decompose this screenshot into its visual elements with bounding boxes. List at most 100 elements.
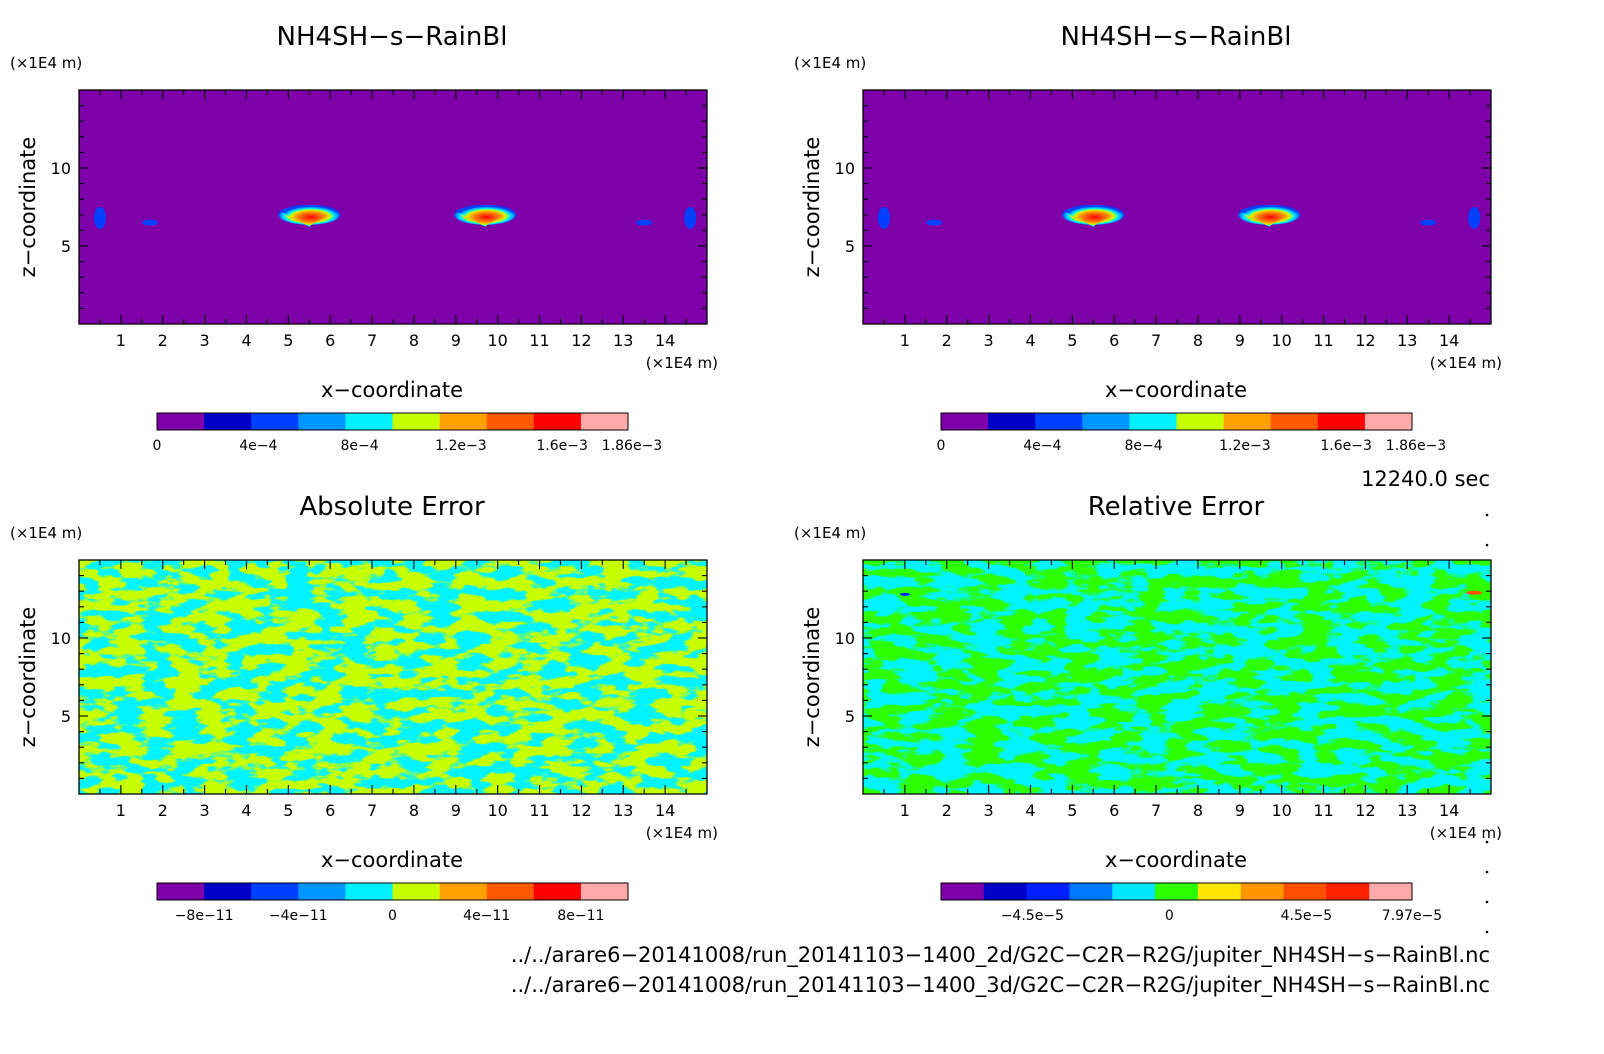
x-axis-label: x−coordinate [321,378,463,402]
colorbar-swatch [941,413,989,430]
y-axis-label: z−coordinate [16,137,40,278]
x-tick-label: 10 [487,331,507,350]
y-tick-label: 10 [835,159,855,178]
colorbar-swatch [1035,413,1083,430]
x-tick-label: 10 [487,801,507,820]
x-tick-label: 10 [1271,801,1291,820]
y-tick-label: 5 [845,237,855,256]
x-tick-label: 6 [1109,331,1119,350]
x-tick-label: 3 [200,801,210,820]
error-spot [1466,590,1483,595]
colorbar-swatch [1317,413,1366,430]
panel-top-right: NH4SH−s−RainBl(×1E4 m)1 2 3 4 5 6 7 8 9 10 11 12 13 1… [794,22,1502,454]
y-tick-label: 10 [51,159,71,178]
x-tick-label: 6 [325,331,335,350]
x-tick-label: 8 [409,331,419,350]
x-tick-label: 8 [1193,331,1203,350]
colorbar-swatch [580,413,629,430]
x-tick-label: 11 [1313,331,1333,350]
colorbar-swatch [439,413,487,430]
x-tick-label: 7 [367,801,377,820]
colorbar-swatch [1155,883,1199,900]
x-tick-label: 14 [655,331,675,350]
colorbar-label: 1.86e−3 [602,438,662,454]
x-axis-label: x−coordinate [1105,848,1247,872]
colorbar-label: 0 [1165,908,1174,924]
colorbar-frame [940,412,1413,431]
colorbar-label: −4e−11 [269,908,328,924]
heatmap-field [863,90,1491,324]
patch-feature [684,206,697,229]
x-tick-label: 1 [900,331,910,350]
colorbar-swatch [941,883,985,900]
x-axis-unit: (×1E4 m) [1430,824,1502,842]
colorbar-swatch [204,413,252,430]
colorbar-label: 8e−11 [557,908,604,924]
x-axis-label: x−coordinate [321,848,463,872]
x-tick-label: 3 [984,331,994,350]
x-tick-label: 6 [1109,801,1119,820]
x-tick-label: 4 [1025,331,1035,350]
x-tick-label: 4 [241,331,251,350]
x-tick-label: 5 [283,801,293,820]
colorbar-label: 8e−4 [340,438,378,454]
colorbar-swatch [533,883,582,900]
colorbar-swatch [1069,883,1113,900]
colorbar-label: 4e−4 [239,438,277,454]
x-axis-label: x−coordinate [1105,378,1247,402]
y-axis-unit: (×1E4 m) [794,54,866,72]
heatmap-field [863,560,1491,794]
x-tick-label: 5 [1067,801,1077,820]
x-tick-label: 7 [1151,331,1161,350]
footer-path-2d: ../../arare6−20141008/run_20141103−1400_… [511,943,1490,968]
x-tick-label: 1 [116,801,126,820]
colorbar-swatch [392,413,440,430]
colorbar-swatch [983,883,1027,900]
x-tick-label: 9 [1235,801,1245,820]
colorbar-swatch [298,413,346,430]
colorbar-swatch [157,883,205,900]
colorbar-swatch [486,883,535,900]
x-tick-label: 3 [984,801,994,820]
colorbar-swatch [1270,413,1319,430]
x-tick-label: 1 [900,801,910,820]
colorbar-label: 0 [153,438,162,454]
x-tick-label: 11 [529,331,549,350]
x-axis-unit: (×1E4 m) [1430,354,1502,372]
x-tick-label: 10 [1271,331,1291,350]
colorbar-swatch [392,883,440,900]
colorbar-swatch [251,883,299,900]
colorbar-swatch [1326,883,1370,900]
y-axis-unit: (×1E4 m) [794,524,866,542]
colorbar-swatch [533,413,582,430]
margin-dots [1485,513,1489,934]
x-tick-label: 14 [1439,801,1459,820]
x-tick-label: 3 [200,331,210,350]
colorbar-label: 1.6e−3 [536,438,588,454]
y-axis-unit: (×1E4 m) [10,524,82,542]
colorbar-swatch [1112,883,1156,900]
colorbar-label: 8e−4 [1124,438,1162,454]
x-tick-label: 2 [942,331,952,350]
colorbar-frame [940,882,1413,901]
colorbar-swatch [251,413,299,430]
patch-feature [877,206,890,229]
colorbar-swatch [1082,413,1130,430]
patch-feature [1468,206,1481,229]
x-tick-label: 4 [241,801,251,820]
cloud-feature-core [1065,205,1125,227]
chart-title: NH4SH−s−RainBl [277,22,508,52]
colorbar-swatch [1369,883,1413,900]
colorbar-swatch [298,883,346,900]
patch-feature [142,219,159,226]
colorbar-swatch [988,413,1036,430]
colorbar-swatch [1364,413,1413,430]
colorbar-label: 4e−11 [463,908,510,924]
y-axis-label: z−coordinate [16,607,40,748]
x-tick-label: 6 [325,801,335,820]
colorbar-swatch [345,883,393,900]
colorbar-label: 4e−4 [1023,438,1061,454]
panel-bottom-right: Relative Error(×1E4 m)1 2 3 4 5 6 7 8 9 10 11 12 13 1… [794,492,1502,924]
x-tick-label: 13 [1397,331,1417,350]
y-tick-label: 5 [61,707,71,726]
